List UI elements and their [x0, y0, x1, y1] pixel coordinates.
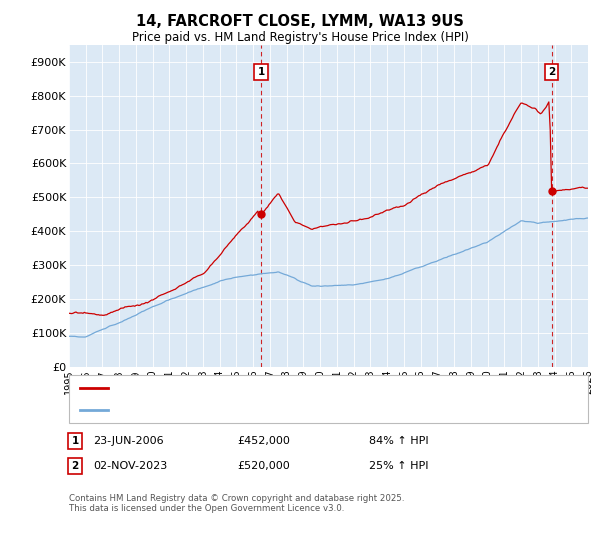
Text: 84% ↑ HPI: 84% ↑ HPI — [369, 436, 428, 446]
Text: 2: 2 — [71, 461, 79, 471]
Text: 1: 1 — [71, 436, 79, 446]
Text: 1: 1 — [257, 67, 265, 77]
Text: Contains HM Land Registry data © Crown copyright and database right 2025.
This d: Contains HM Land Registry data © Crown c… — [69, 494, 404, 514]
Text: 25% ↑ HPI: 25% ↑ HPI — [369, 461, 428, 471]
Text: 14, FARCROFT CLOSE, LYMM, WA13 9US: 14, FARCROFT CLOSE, LYMM, WA13 9US — [136, 14, 464, 29]
Text: £520,000: £520,000 — [237, 461, 290, 471]
Text: Price paid vs. HM Land Registry's House Price Index (HPI): Price paid vs. HM Land Registry's House … — [131, 31, 469, 44]
Text: 14, FARCROFT CLOSE, LYMM, WA13 9US (detached house): 14, FARCROFT CLOSE, LYMM, WA13 9US (deta… — [112, 383, 413, 393]
Text: HPI: Average price, detached house, Warrington: HPI: Average price, detached house, Warr… — [112, 405, 363, 415]
Text: £452,000: £452,000 — [237, 436, 290, 446]
Text: 23-JUN-2006: 23-JUN-2006 — [93, 436, 164, 446]
Text: 2: 2 — [548, 67, 556, 77]
Text: 02-NOV-2023: 02-NOV-2023 — [93, 461, 167, 471]
